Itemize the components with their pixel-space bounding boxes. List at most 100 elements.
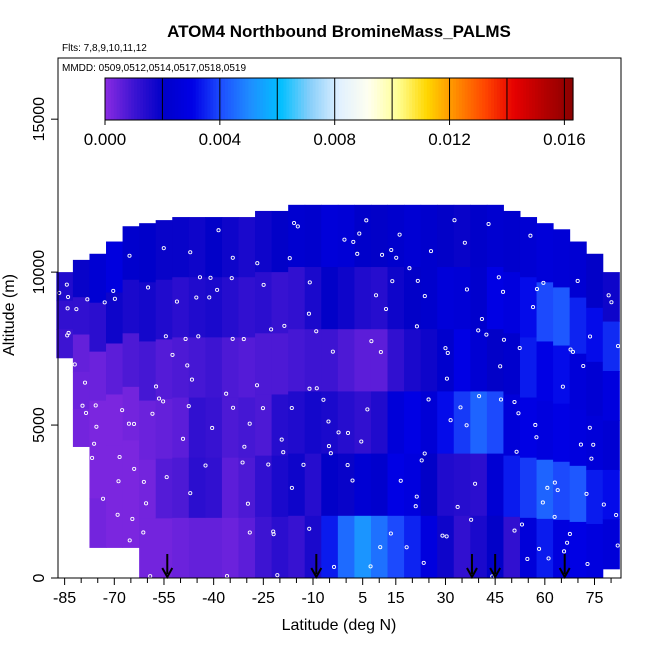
heatmap-cell [271,394,289,457]
heatmap-cell [188,277,206,338]
sample-point [64,282,69,287]
heatmap-cell [602,272,620,323]
heatmap-cell [370,329,389,392]
x-tick-label: -70 [103,590,126,607]
heatmap-cell [486,391,504,455]
heatmap-cell [271,455,289,518]
heatmap-cell [122,226,140,281]
colorbar-segment [181,78,185,120]
sample-point [72,362,77,367]
colorbar-tick-label: 0.012 [428,130,471,149]
x-tick-label: 30 [437,590,455,607]
sample-point [378,545,383,550]
colorbar-segment [186,78,191,120]
sample-point [65,306,70,311]
heatmap-cell [404,329,422,392]
colorbar-segment [172,78,176,120]
heatmap-cell [370,204,389,268]
x-tick-label: -25 [252,590,275,607]
sample-point [534,286,540,292]
sample-point [477,394,482,399]
colorbar-segment [207,78,211,120]
sample-point [404,545,409,550]
sample-point [552,480,557,485]
x-tick-label: 15 [387,590,405,607]
heatmap-cell [89,253,107,304]
heatmap-cell [420,453,438,517]
heatmap-cell [122,333,140,388]
sample-point [501,337,507,342]
colorbar-segment [216,78,220,120]
sample-point [587,425,592,430]
sample-point [292,221,297,226]
sample-point [514,449,519,454]
heatmap-cell [470,204,488,268]
sample-point [350,478,355,483]
heatmap-cell [602,519,620,570]
sample-point [307,526,312,531]
y-axis: 0 5000 10000 15000 [31,97,58,582]
heatmap-cell [221,277,239,338]
heatmap-cell [387,453,405,517]
heatmap-cell [205,217,223,278]
sample-point [528,233,533,238]
sample-point [188,250,193,255]
colorbar-segment [107,78,112,120]
sample-point [186,404,191,409]
sample-point [94,424,99,429]
colorbar-segment [183,78,188,120]
sample-point [534,435,539,440]
heatmap-cell [503,333,521,395]
heatmap-cell [321,267,339,330]
colorbar-segment [365,78,369,120]
colorbar-segment [227,78,232,120]
sample-point [444,534,449,539]
colorbar-segment [564,78,568,120]
colorbar-segment [110,78,115,120]
heatmap-cell [122,493,140,548]
sample-point [374,293,379,298]
heatmap-cell [387,391,405,455]
heatmap-cell [155,279,173,340]
sample-point [189,377,195,382]
heatmap-cell [536,518,554,579]
heatmap-cell [139,282,157,342]
heatmap-cell [172,517,190,579]
heatmap-cell [122,386,140,441]
heatmap-cell [172,217,190,278]
colorbar-segment [491,78,495,120]
colorbar-segment [154,78,159,120]
sample-point [519,522,525,527]
sample-point [575,278,580,284]
heatmap-cell [354,391,372,455]
heatmap-cell [304,329,322,392]
colorbar-segment [257,78,261,120]
colorbar-segment [461,78,466,120]
colorbar-segment [432,78,437,120]
colorbar-segment [382,78,387,120]
sample-point [141,530,146,535]
sample-point [568,347,573,352]
sample-point [537,546,542,551]
heatmap-cell [486,453,504,517]
colorbar-segment [222,78,226,120]
sample-point [578,442,583,447]
sample-point [601,502,606,507]
sample-point [301,462,306,467]
heatmap-cell [139,223,157,283]
sample-point [289,405,294,411]
sample-point [66,294,71,300]
heatmap-cell [288,515,306,579]
heatmap-cell [155,339,173,400]
sample-point [314,386,319,391]
heatmap-cell [387,515,405,579]
sample-point [426,397,431,402]
sample-point [307,280,312,285]
sample-point [245,501,250,506]
sample-point [80,403,85,408]
x-tick-label: 75 [586,590,604,607]
heatmap-cell [569,521,587,579]
sample-point [170,352,175,357]
sample-point [112,296,117,301]
